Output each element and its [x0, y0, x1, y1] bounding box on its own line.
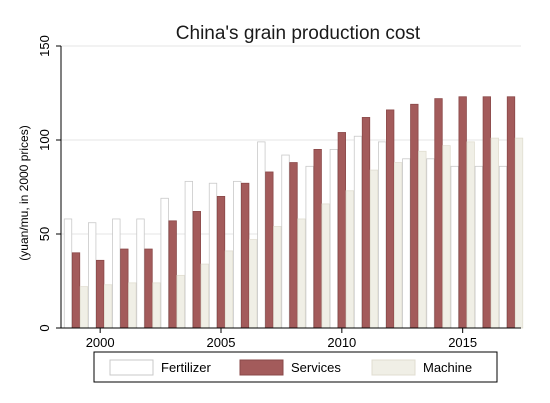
bar-machine-2013 — [418, 150, 427, 329]
y-axis-title: (yuan/mu, in 2000 prices) — [17, 125, 31, 260]
y-tick-label-50: 50 — [37, 227, 52, 241]
bar-services-2001 — [120, 248, 129, 329]
bar-services-2010 — [337, 132, 346, 329]
legend-label-services: Services — [291, 360, 341, 375]
bar-fertilizer-2009 — [305, 165, 314, 329]
bar-fertilizer-2016 — [474, 165, 483, 329]
bar-fertilizer-2000 — [88, 222, 97, 329]
bar-machine-2006 — [249, 239, 258, 329]
x-tick-label-2010: 2010 — [327, 335, 356, 350]
bar-machine-2016 — [490, 137, 499, 329]
bar-services-2017 — [506, 96, 516, 329]
legend-swatch-fertilizer — [109, 359, 154, 376]
plot-area: 0 50 100 150 2000 2005 2010 2015 — [37, 35, 524, 350]
bar-fertilizer-2006 — [233, 180, 242, 329]
bar-services-2008 — [289, 162, 298, 329]
bar-machine-2010 — [345, 190, 354, 329]
bar-machine-1999 — [79, 286, 89, 329]
bar-services-2006 — [241, 182, 250, 329]
bar-services-2004 — [192, 211, 201, 329]
bar-fertilizer-2014 — [426, 158, 435, 329]
bar-machine-2011 — [369, 169, 379, 329]
bar-fertilizer-2017 — [498, 165, 508, 329]
bar-fertilizer-2008 — [281, 154, 290, 329]
bar-machine-2012 — [394, 162, 403, 329]
legend-box — [93, 351, 498, 383]
bar-services-2007 — [265, 171, 274, 329]
bar-services-2012 — [386, 109, 395, 329]
bar-fertilizer-2007 — [257, 141, 266, 329]
bar-machine-2003 — [176, 274, 185, 329]
x-tick-label-2000: 2000 — [86, 335, 115, 350]
bar-services-2003 — [168, 220, 177, 329]
chart-title: China's grain production cost — [176, 23, 421, 44]
bar-machine-2009 — [321, 203, 330, 329]
legend: Fertilizer Services Machine — [93, 351, 498, 383]
bar-fertilizer-2001 — [112, 218, 121, 329]
legend-swatch-machine — [371, 359, 416, 376]
bar-services-2011 — [361, 117, 371, 329]
bar-fertilizer-2010 — [329, 148, 338, 329]
bar-machine-2017 — [514, 137, 524, 329]
bar-fertilizer-2012 — [378, 141, 387, 329]
bar-machine-2014 — [442, 145, 451, 329]
bar-services-2016 — [482, 96, 491, 329]
bar-machine-2000 — [104, 284, 113, 329]
x-tick-label-2005: 2005 — [207, 335, 236, 350]
bar-fertilizer-2011 — [353, 135, 363, 329]
bar-services-2000 — [96, 259, 105, 329]
y-tick-label-100: 100 — [37, 129, 52, 151]
bar-fertilizer-2003 — [160, 197, 169, 329]
bar-machine-2007 — [273, 226, 282, 329]
y-tick-label-0: 0 — [37, 324, 52, 331]
bar-fertilizer-2004 — [184, 180, 193, 329]
bar-services-2002 — [144, 248, 153, 329]
legend-label-fertilizer: Fertilizer — [161, 360, 212, 375]
bar-machine-2005 — [224, 250, 234, 329]
bar-fertilizer-2013 — [402, 158, 411, 329]
bar-fertilizer-2015 — [450, 165, 459, 329]
bar-fertilizer-2005 — [208, 182, 218, 329]
bar-machine-2008 — [297, 218, 306, 329]
x-tick-label-2015: 2015 — [448, 335, 477, 350]
legend-label-machine: Machine — [423, 360, 472, 375]
bar-services-2013 — [410, 103, 419, 329]
bar-services-2005 — [216, 195, 226, 329]
legend-swatch-services — [239, 359, 284, 376]
bar-fertilizer-2002 — [136, 218, 145, 329]
bar-fertilizer-1999 — [63, 218, 73, 329]
bar-services-1999 — [71, 252, 81, 329]
bar-services-2009 — [313, 148, 322, 329]
bar-services-2014 — [434, 98, 443, 329]
bar-machine-2004 — [200, 263, 209, 329]
y-tick-label-150: 150 — [37, 35, 52, 57]
bar-machine-2015 — [466, 141, 475, 329]
bar-machine-2001 — [128, 282, 137, 329]
bar-machine-2002 — [152, 282, 161, 329]
bar-services-2015 — [458, 96, 467, 329]
